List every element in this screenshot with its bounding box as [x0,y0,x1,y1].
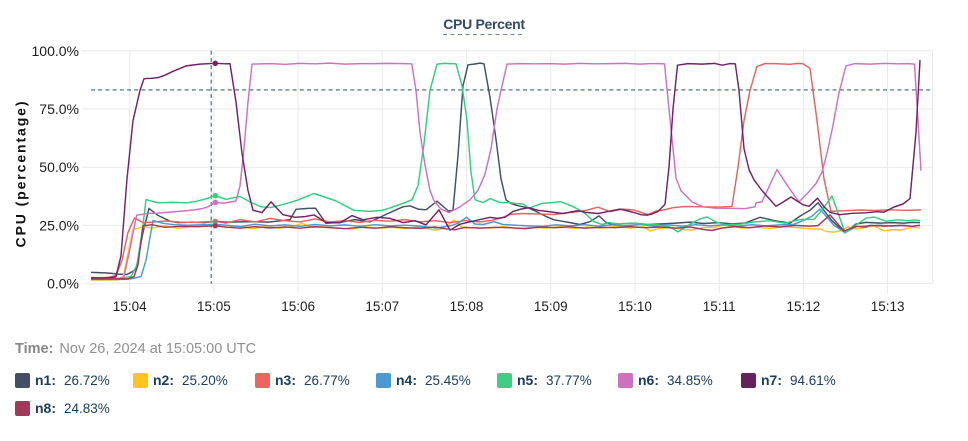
svg-text:15:12: 15:12 [787,299,821,314]
svg-text:CPU (percentage): CPU (percentage) [13,100,29,248]
svg-text:15:08: 15:08 [450,299,484,314]
svg-text:15:10: 15:10 [618,299,652,314]
svg-text:0.0%: 0.0% [47,276,79,292]
svg-text:15:09: 15:09 [534,299,568,314]
svg-text:15:05: 15:05 [197,299,231,314]
svg-text:15:11: 15:11 [703,299,736,314]
svg-text:15:07: 15:07 [365,299,399,314]
svg-text:15:04: 15:04 [113,299,147,314]
svg-text:75.0%: 75.0% [39,101,79,117]
svg-text:15:06: 15:06 [281,299,315,314]
svg-text:100.0%: 100.0% [32,43,79,59]
svg-text:50.0%: 50.0% [39,159,79,175]
svg-text:25.0%: 25.0% [39,217,79,233]
svg-text:15:13: 15:13 [871,299,905,314]
